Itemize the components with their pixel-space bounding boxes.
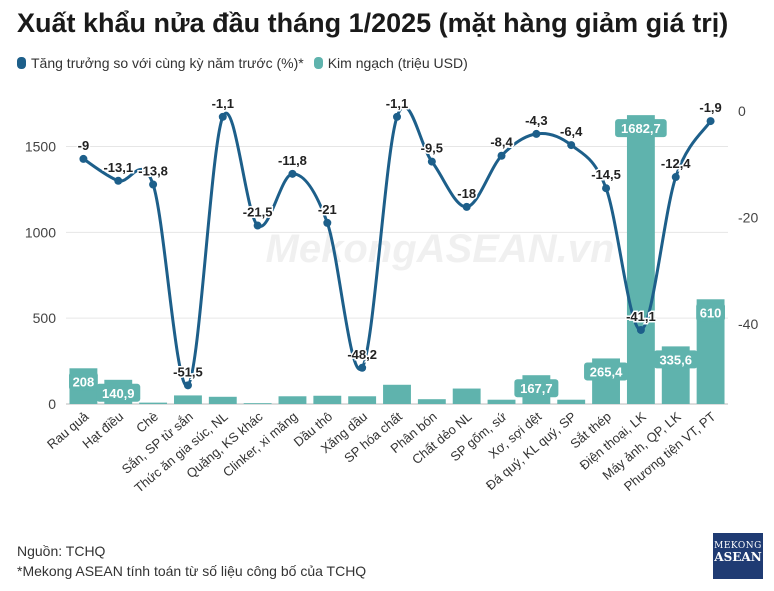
bar-data-label: 208 [73,374,95,389]
growth-point [427,157,436,166]
logo-line2: ASEAN [714,550,762,565]
growth-point [497,151,506,160]
legend: Tăng trưởng so với cùng kỳ năm trước (%)… [17,55,468,71]
bar [174,395,202,404]
logo-line1: MEKONG [714,541,762,551]
growth-point [532,129,541,138]
bar [139,402,168,404]
legend-label-value: Kim ngạch (triệu USD) [327,55,468,71]
bar [348,396,377,404]
growth-point [671,173,680,182]
line-data-label: -14,5 [591,167,621,182]
legend-swatch-line [17,57,26,69]
growth-point [253,221,262,230]
bar-label-bg [584,362,629,381]
watermark: MekongASEAN.vn [266,227,615,271]
bar-data-label: 167,7 [520,381,553,396]
bar [452,388,481,404]
bar-label-bg [69,372,98,391]
line-data-label: -9,5 [421,141,443,156]
legend-item-growth: Tăng trưởng so với cùng kỳ năm trước (%)… [17,55,304,71]
y-left-tick-label: 0 [48,396,56,412]
growth-point [636,325,645,334]
bar [243,403,272,404]
bar-label-bg [615,119,667,138]
bar [557,399,586,404]
bar [417,399,446,404]
bar-label-bg [514,379,559,398]
line-data-label: -41,1 [626,309,656,324]
line-data-label: -48,2 [347,347,377,362]
growth-point [393,112,401,121]
bar-data-label: 335,6 [659,352,692,367]
chart-title: Xuất khẩu nửa đầu tháng 1/2025 (mặt hàng… [17,8,729,38]
line-data-label: -13,8 [138,164,168,179]
y-left-tick-label: 500 [33,310,57,326]
bar-data-label: 1682,7 [621,121,661,136]
line-data-label: -8,4 [490,135,513,150]
growth-point [183,381,192,390]
line-data-label: -1,1 [386,96,408,111]
y-left-tick-label: 1500 [25,139,56,155]
line-data-label: -6,4 [560,124,583,139]
line-data-label: -21,5 [243,205,273,220]
bar [208,396,237,404]
growth-point [149,180,158,189]
growth-point [602,184,611,193]
growth-point [323,218,332,227]
line-data-label: -1,9 [699,100,721,115]
y-left-tick-label: 1000 [25,224,56,240]
growth-point [567,141,576,150]
growth-point [218,112,227,121]
line-data-label: -1,1 [212,96,234,111]
bar [313,395,342,404]
chart-plot: 0 500 1000 1500 0 -20 -40 MekongASEAN.vn 208 140,… [25,94,759,495]
growth-point [358,363,367,372]
bar-data-label: 140,9 [102,386,135,401]
bar-label-bg [96,383,141,402]
line-data-label: -11,8 [278,153,307,168]
line-data-label: -21 [318,202,337,217]
growth-point [706,117,715,126]
line-data-label: -18 [457,186,476,201]
bar [487,399,516,404]
bar [278,396,307,404]
line-data-label: -4,3 [525,113,547,128]
growth-point [79,154,88,163]
bar [383,384,411,404]
source-text: Nguồn: TCHQ [17,543,106,559]
legend-item-value: Kim ngạch (triệu USD) [313,55,468,71]
bar-label-bg [653,350,698,369]
line-data-label: -13,1 [103,160,133,175]
x-tick-label: Chè [133,409,161,436]
y-right-tick-label: -20 [738,210,758,226]
legend-label-growth: Tăng trưởng so với cùng kỳ năm trước (%)… [31,55,304,71]
line-data-label: -9 [78,138,90,153]
mekong-asean-logo: MEKONG ASEAN [713,533,763,579]
line-data-label: -51,5 [173,364,203,379]
bar [626,115,655,404]
growth-point [462,202,471,211]
line-data-label: -12,4 [661,156,691,171]
source-note: Nguồn: TCHQ *Mekong ASEAN tính toán từ s… [17,541,366,581]
y-right-tick-label: 0 [738,103,746,119]
legend-swatch-bar [313,57,323,69]
bar-data-label: 610 [700,305,722,320]
y-right-tick-label: -40 [738,316,758,332]
bar-label-bg [696,303,725,322]
growth-point [114,176,123,185]
growth-point [288,169,297,178]
bar-data-label: 265,4 [590,364,623,379]
footnote-text: *Mekong ASEAN tính toán từ số liệu công … [17,563,367,579]
